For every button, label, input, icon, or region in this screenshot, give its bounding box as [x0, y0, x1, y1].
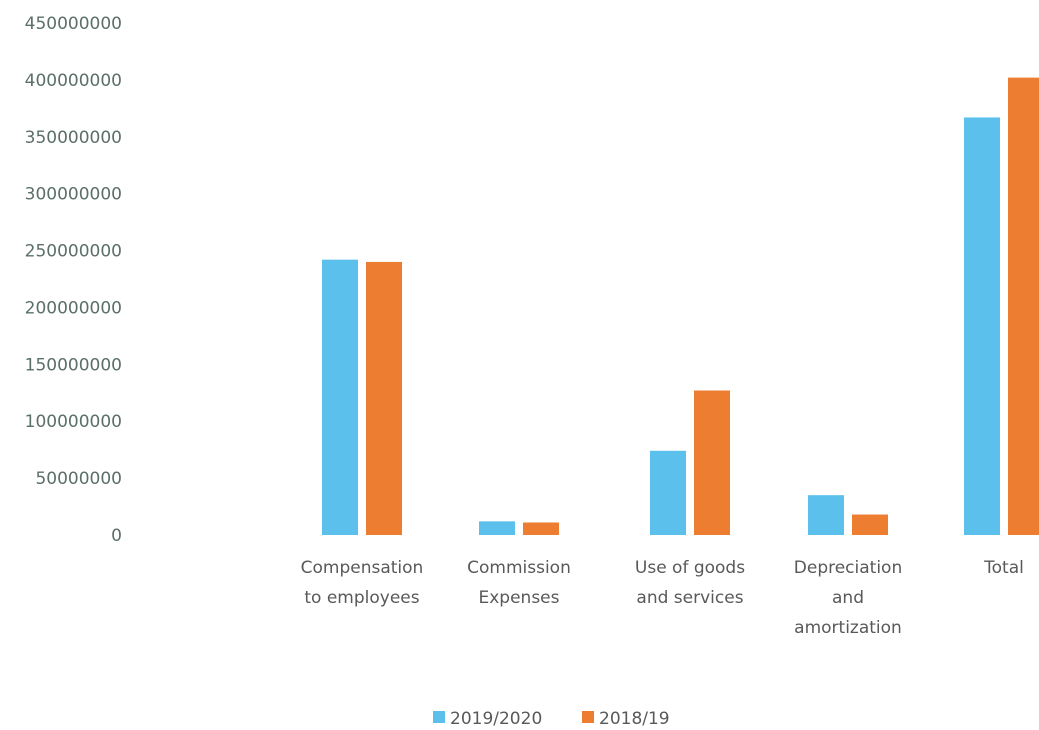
x-category-label: Use of goods and services [635, 558, 745, 608]
x-category-label: Depreciation and amortization [794, 558, 902, 638]
bar-series-2 [694, 390, 730, 535]
legend-label: 2019/2020 [450, 709, 542, 729]
y-tick-label: 300000000 [25, 185, 122, 205]
x-tick-label: Use of goods [635, 558, 745, 578]
x-tick-label: to employees [304, 588, 419, 608]
x-category-label: Commission Expenses [467, 558, 571, 608]
x-tick-label: Commission [467, 558, 571, 578]
y-tick-label: 250000000 [25, 242, 122, 262]
y-tick-label: 400000000 [25, 71, 122, 91]
x-tick-label: Depreciation [794, 558, 902, 578]
bar-series-1 [650, 450, 686, 535]
bar-series-1 [808, 495, 844, 535]
x-tick-label: and services [636, 588, 743, 608]
bar-series-1 [964, 117, 1000, 536]
y-axis: 0 50000000 100000000 150000000 200000000 2500… [25, 14, 122, 546]
y-tick-label: 350000000 [25, 128, 122, 148]
x-axis: Compensation to employees Commission Expens… [301, 558, 1024, 638]
y-tick-label: 0 [111, 526, 122, 546]
bar-series-2 [852, 514, 888, 535]
x-category-label: Total [983, 558, 1024, 578]
y-tick-label: 200000000 [25, 298, 122, 318]
bar-series-2 [366, 261, 402, 535]
x-tick-label: amortization [794, 618, 902, 638]
legend-swatch [582, 711, 594, 723]
legend-label: 2018/19 [599, 709, 670, 729]
x-tick-label: Total [983, 558, 1024, 578]
bar-series-1 [479, 521, 515, 535]
y-tick-label: 50000000 [35, 469, 122, 489]
y-tick-label: 150000000 [25, 355, 122, 375]
x-tick-label: Compensation [301, 558, 424, 578]
x-tick-label: and [832, 588, 864, 608]
y-tick-label: 100000000 [25, 412, 122, 432]
x-tick-label: Expenses [479, 588, 560, 608]
x-category-label: Compensation to employees [301, 558, 424, 608]
legend: 2019/2020 2018/19 [433, 709, 670, 729]
y-tick-label: 450000000 [25, 14, 122, 34]
bar-series-1 [322, 259, 358, 535]
bar-series-2 [523, 522, 559, 535]
bar-series-2 [1008, 77, 1039, 535]
legend-swatch [433, 711, 445, 723]
bars [322, 77, 1039, 536]
